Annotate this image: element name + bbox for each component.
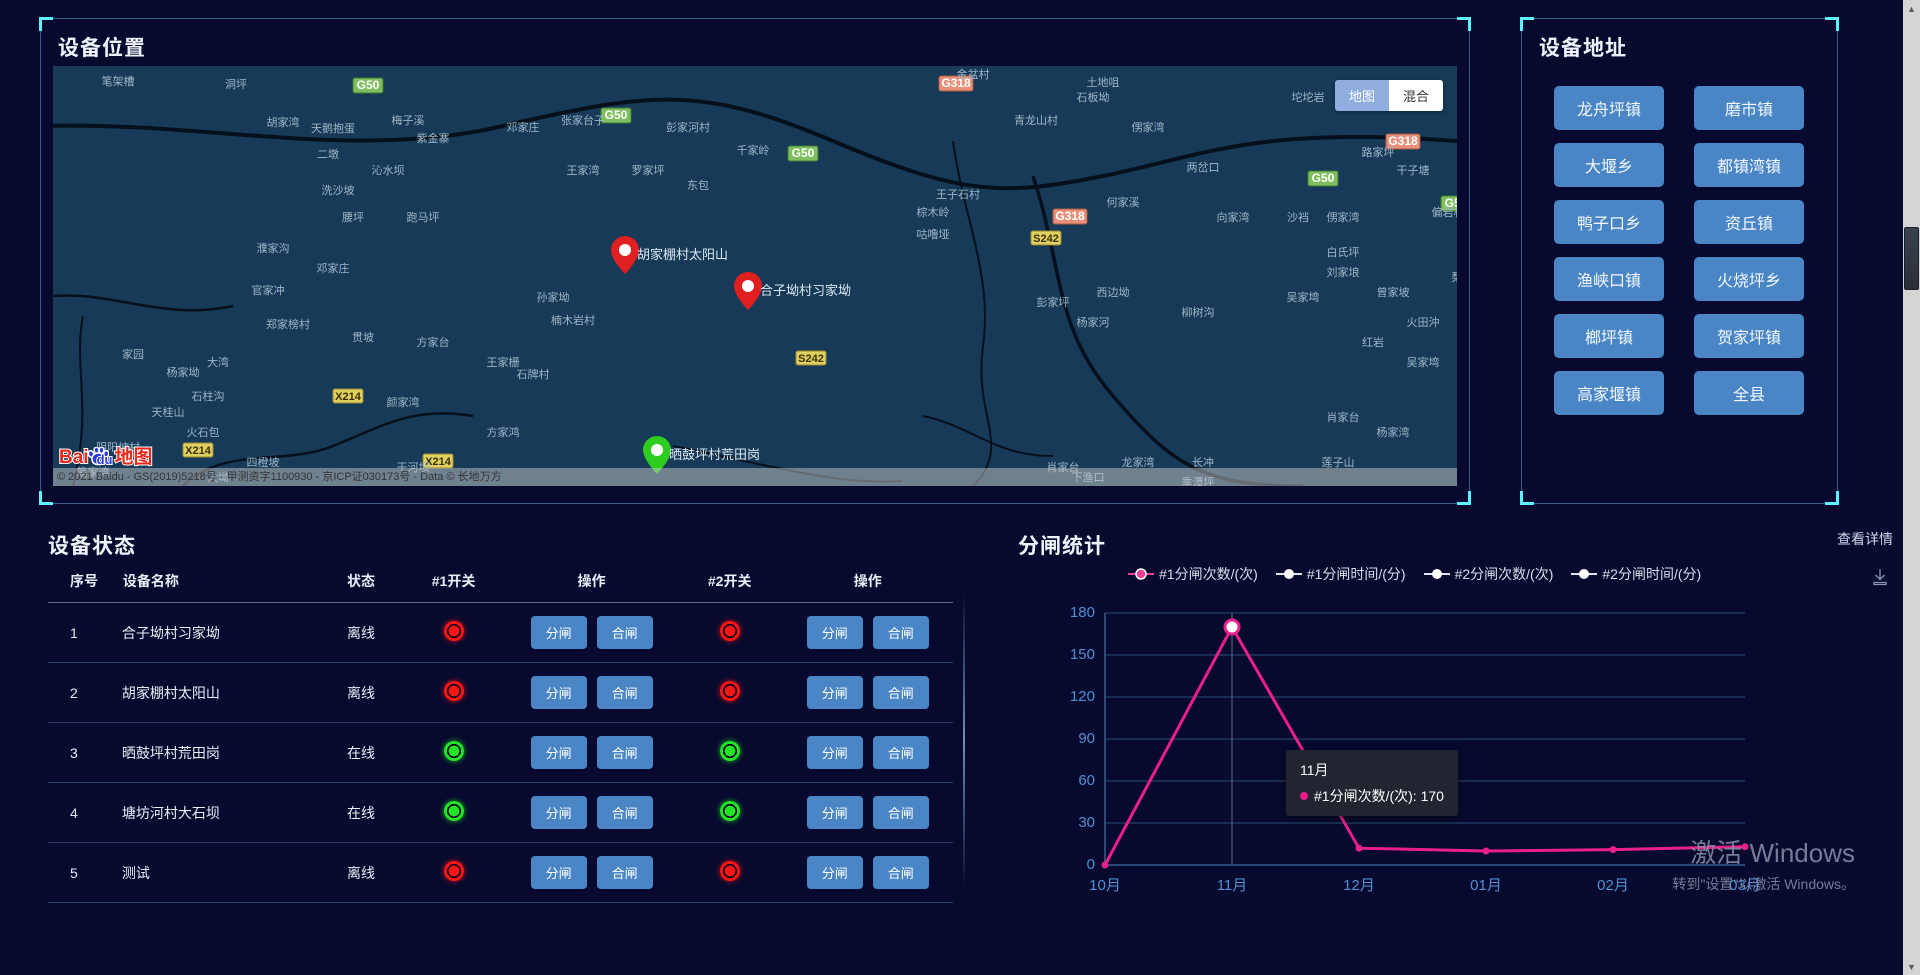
svg-text:白氏坪: 白氏坪 <box>1327 245 1360 259</box>
svg-text:孙家坳: 孙家坳 <box>537 290 570 304</box>
svg-text:180: 180 <box>1070 604 1095 621</box>
svg-text:曾家坡: 曾家坡 <box>1377 285 1410 299</box>
svg-text:贯坡: 贯坡 <box>352 331 374 344</box>
svg-text:火田沖: 火田沖 <box>1407 316 1440 329</box>
svg-text:路家坪: 路家坪 <box>1362 145 1395 159</box>
svg-text:吴家塆: 吴家塆 <box>1407 355 1440 369</box>
svg-text:颜家湾: 颜家湾 <box>387 395 420 409</box>
svg-text:杨家河: 杨家河 <box>1077 315 1110 329</box>
svg-text:120: 120 <box>1070 688 1095 705</box>
svg-text:罗家坪: 罗家坪 <box>632 163 665 177</box>
svg-text:梨子坪: 梨子坪 <box>1452 270 1458 284</box>
svg-text:东包: 东包 <box>687 179 709 192</box>
svg-text:30: 30 <box>1078 814 1095 831</box>
svg-text:杨家湾: 杨家湾 <box>1377 425 1410 439</box>
svg-text:向家湾: 向家湾 <box>1217 210 1250 224</box>
svg-text:官家冲: 官家冲 <box>252 283 285 297</box>
svg-text:150: 150 <box>1070 646 1095 663</box>
svg-text:偏岩村: 偏岩村 <box>1432 205 1458 219</box>
svg-text:天鹅抱蛋: 天鹅抱蛋 <box>311 121 355 135</box>
svg-text:G318: G318 <box>1055 209 1085 223</box>
svg-text:跑马坪: 跑马坪 <box>407 210 440 224</box>
svg-text:G50: G50 <box>357 78 380 92</box>
svg-text:0: 0 <box>1087 856 1095 873</box>
svg-text:二墩: 二墩 <box>317 147 339 161</box>
svg-text:刘家埌: 刘家埌 <box>1327 265 1360 279</box>
svg-text:干子塘: 干子塘 <box>1397 163 1430 177</box>
svg-text:千家岭: 千家岭 <box>737 143 770 157</box>
svg-text:两岔口: 两岔口 <box>1187 161 1220 174</box>
svg-text:10月: 10月 <box>1089 877 1121 894</box>
svg-text:大湾: 大湾 <box>207 355 229 369</box>
svg-text:棕木岭: 棕木岭 <box>917 205 950 219</box>
svg-text:坨坨岩: 坨坨岩 <box>1292 90 1325 104</box>
svg-text:红岩: 红岩 <box>1362 335 1384 349</box>
svg-text:G318: G318 <box>1388 134 1418 148</box>
svg-text:12月: 12月 <box>1343 877 1375 894</box>
svg-text:沙裆: 沙裆 <box>1287 211 1309 224</box>
svg-text:S242: S242 <box>1033 233 1059 245</box>
svg-text:王家湾: 王家湾 <box>567 163 600 177</box>
svg-text:G50: G50 <box>1312 171 1335 185</box>
svg-text:天桂山: 天桂山 <box>152 405 185 419</box>
svg-text:石牌村: 石牌村 <box>517 367 550 381</box>
svg-text:龙家湾: 龙家湾 <box>1122 455 1155 469</box>
svg-text:肖家台: 肖家台 <box>1327 410 1360 424</box>
svg-text:火石包: 火石包 <box>187 426 220 439</box>
svg-text:张家台子: 张家台子 <box>561 113 605 127</box>
svg-text:彭家坪: 彭家坪 <box>1037 295 1070 309</box>
svg-text:S242: S242 <box>798 353 824 365</box>
svg-text:何家溪: 何家溪 <box>1107 195 1140 209</box>
svg-text:吴家塆: 吴家塆 <box>1287 290 1320 304</box>
svg-text:梅子溪: 梅子溪 <box>392 113 425 127</box>
svg-text:02月: 02月 <box>1597 877 1629 894</box>
svg-text:家园: 家园 <box>122 347 144 361</box>
svg-text:胡家湾: 胡家湾 <box>267 115 300 129</box>
svg-text:郑家榜村: 郑家榜村 <box>266 317 310 331</box>
svg-text:笔架槽: 笔架槽 <box>102 74 135 88</box>
svg-text:X214: X214 <box>185 445 212 457</box>
svg-text:彭家河村: 彭家河村 <box>666 120 710 134</box>
svg-text:土地咀: 土地咀 <box>1087 76 1120 89</box>
svg-text:01月: 01月 <box>1470 877 1502 894</box>
svg-text:石板坳: 石板坳 <box>1077 90 1110 104</box>
svg-text:方家台: 方家台 <box>417 335 450 349</box>
svg-text:90: 90 <box>1078 730 1095 747</box>
svg-text:洞坪: 洞坪 <box>225 78 247 91</box>
svg-text:青龙山村: 青龙山村 <box>1014 113 1058 127</box>
svg-text:濮家沟: 濮家沟 <box>257 241 290 255</box>
svg-text:11月: 11月 <box>1217 877 1248 894</box>
svg-text:沁水坝: 沁水坝 <box>372 163 405 177</box>
svg-text:王家栅: 王家栅 <box>487 355 520 369</box>
svg-text:60: 60 <box>1078 772 1095 789</box>
svg-text:腰坪: 腰坪 <box>342 211 364 224</box>
svg-text:四橙坡: 四橙坡 <box>247 455 280 469</box>
svg-text:侽家湾: 侽家湾 <box>1132 120 1165 134</box>
svg-text:紫金寨: 紫金寨 <box>417 131 450 145</box>
svg-text:邓家庄: 邓家庄 <box>507 120 540 134</box>
svg-text:侽家湾: 侽家湾 <box>1327 210 1360 224</box>
svg-text:被难溪: 被难溪 <box>1457 431 1458 444</box>
svg-text:王子石村: 王子石村 <box>936 187 980 201</box>
svg-text:金盆村: 金盆村 <box>957 67 990 81</box>
svg-text:G50: G50 <box>605 108 628 122</box>
svg-text:G50: G50 <box>792 146 815 160</box>
svg-text:柳树沟: 柳树沟 <box>1182 305 1215 319</box>
svg-text:石柱沟: 石柱沟 <box>192 389 225 403</box>
svg-text:西边坳: 西边坳 <box>1097 285 1130 299</box>
svg-text:洗沙坡: 洗沙坡 <box>322 184 355 197</box>
svg-text:长冲: 长冲 <box>1192 455 1214 469</box>
svg-text:方家鸿: 方家鸿 <box>487 425 520 439</box>
svg-text:楠木岩村: 楠木岩村 <box>551 313 595 327</box>
svg-text:咕噜垭: 咕噜垭 <box>917 227 950 241</box>
svg-text:邓家庄: 邓家庄 <box>317 261 350 275</box>
svg-text:X214: X214 <box>335 391 362 403</box>
svg-text:杨家坳: 杨家坳 <box>167 365 200 379</box>
